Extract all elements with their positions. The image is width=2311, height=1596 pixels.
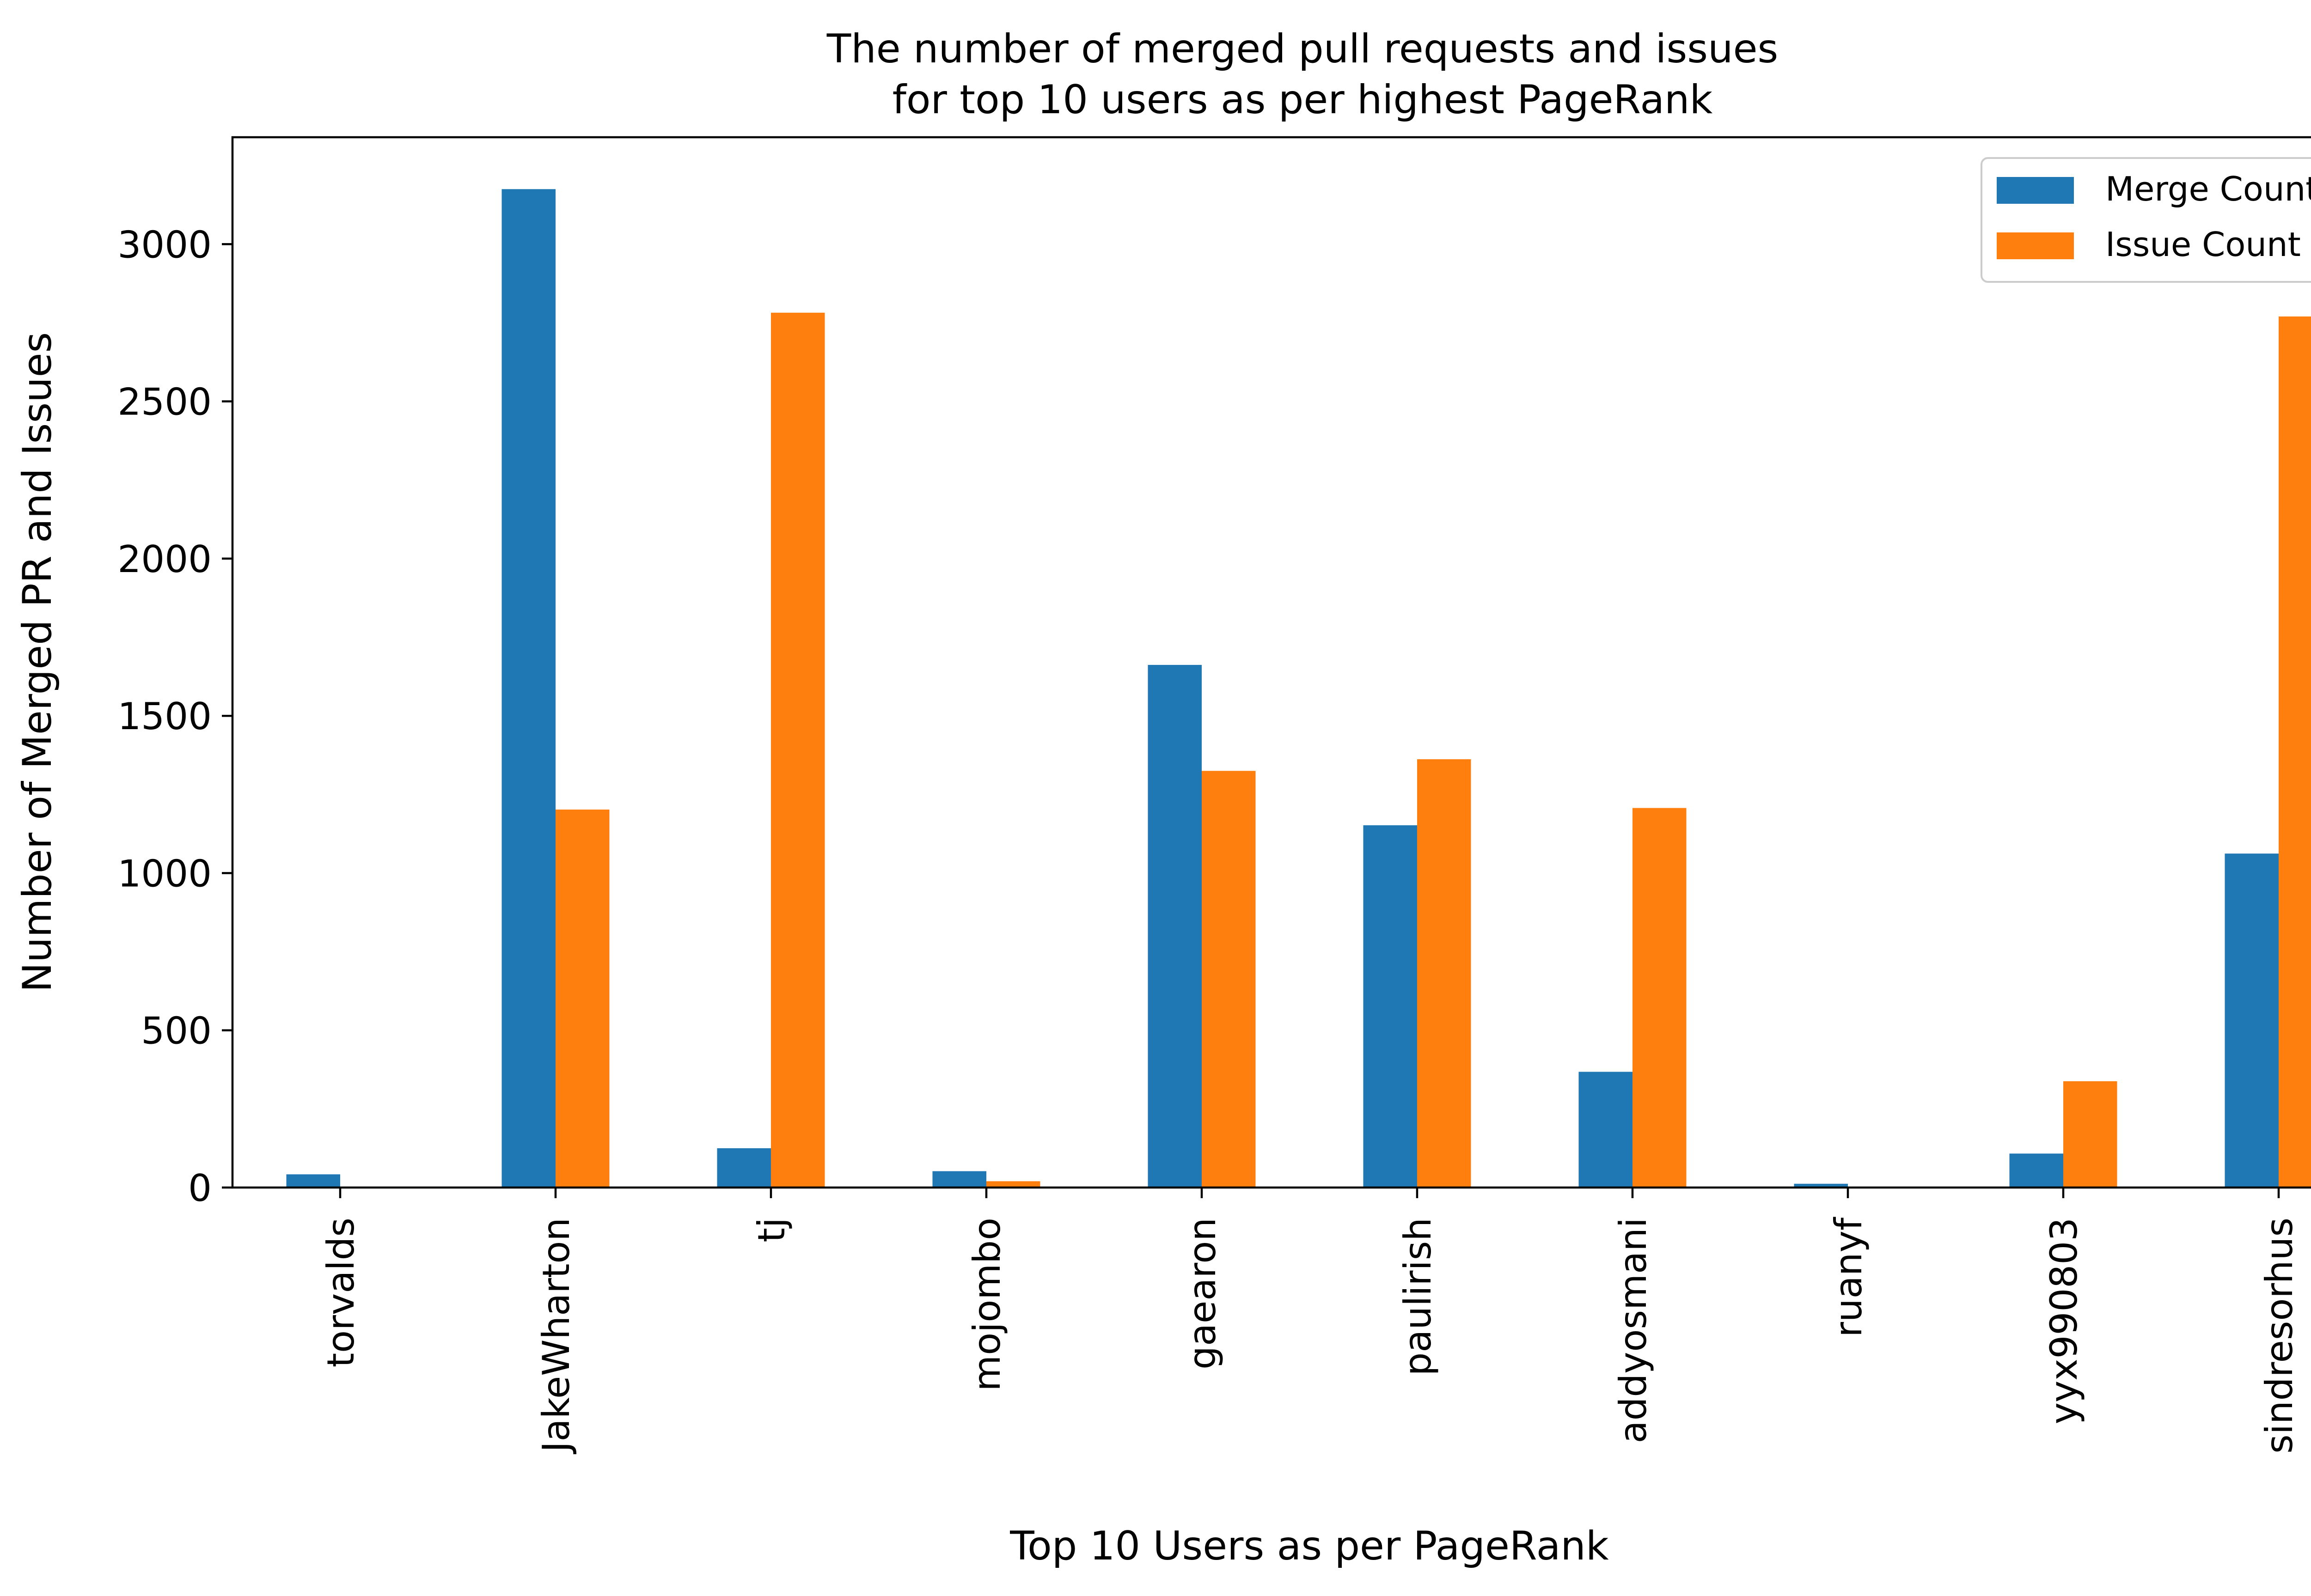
plot-area-frame bbox=[231, 136, 2311, 1189]
bar-merge-count-torvalds bbox=[286, 1174, 340, 1188]
x-tick-label-tj: tj bbox=[750, 1218, 793, 1243]
y-tick-label-500: 500 bbox=[141, 1010, 212, 1053]
y-axis-label: Number of Merged PR and Issues bbox=[14, 332, 61, 993]
bar-issue-count-JakeWharton bbox=[556, 809, 610, 1188]
x-tick-label-mojombo: mojombo bbox=[966, 1218, 1009, 1391]
x-tick-label-gaearon: gaearon bbox=[1181, 1218, 1224, 1370]
x-tick-label-yyx990803: yyx990803 bbox=[2042, 1218, 2085, 1424]
chart-title-line-2: for top 10 users as per highest PageRank bbox=[893, 77, 1713, 123]
bar-issue-count-paulirish bbox=[1417, 759, 1471, 1188]
bar-merge-count-addyosmani bbox=[1578, 1072, 1632, 1188]
y-tick-label-0: 0 bbox=[188, 1167, 212, 1210]
x-tick-label-torvalds: torvalds bbox=[319, 1218, 362, 1367]
bar-issue-count-gaearon bbox=[1202, 771, 1256, 1188]
bar-issue-count-tj bbox=[771, 312, 825, 1188]
bar-issue-count-sindresorhus bbox=[2279, 316, 2311, 1188]
bars-layer bbox=[286, 189, 2311, 1188]
x-tick-label-ruanyf: ruanyf bbox=[1827, 1217, 1870, 1337]
x-tick-label-addyosmani: addyosmani bbox=[1612, 1218, 1655, 1443]
y-tick-label-2000: 2000 bbox=[117, 538, 212, 581]
x-tick-label-sindresorhus: sindresorhus bbox=[2258, 1218, 2301, 1454]
bar-merge-count-yyx990803 bbox=[2009, 1153, 2063, 1188]
chart-title-line-1: The number of merged pull requests and i… bbox=[826, 26, 1779, 72]
y-tick-label-1000: 1000 bbox=[117, 852, 212, 895]
x-axis-label: Top 10 Users as per PageRank bbox=[1009, 1523, 1609, 1569]
bar-merge-count-tj bbox=[717, 1148, 771, 1188]
bar-merge-count-ruanyf bbox=[1794, 1183, 1848, 1188]
bar-merge-count-mojombo bbox=[932, 1171, 986, 1188]
bar-merge-count-sindresorhus bbox=[2225, 853, 2279, 1188]
legend-swatch-issue-count bbox=[1997, 232, 2074, 259]
x-tick-label-paulirish: paulirish bbox=[1396, 1218, 1439, 1376]
legend-swatch-merge-count bbox=[1997, 177, 2074, 204]
bar-merge-count-gaearon bbox=[1148, 664, 1202, 1188]
x-axis-ticks: torvalds JakeWharton tj mojombo gaearon pauli… bbox=[319, 1188, 2301, 1455]
y-axis-ticks: 0 500 1000 1500 2000 2500 3000 bbox=[117, 223, 232, 1210]
y-tick-label-3000: 3000 bbox=[117, 223, 212, 266]
x-tick-label-JakeWharton: JakeWharton bbox=[535, 1218, 578, 1455]
legend-label-issue-count: Issue Count bbox=[2105, 225, 2301, 264]
bar-merge-count-JakeWharton bbox=[501, 189, 556, 1188]
legend: Merge Count Issue Count bbox=[1981, 157, 2311, 283]
legend-label-merge-count: Merge Count bbox=[2105, 170, 2311, 208]
bar-merge-count-paulirish bbox=[1363, 825, 1417, 1188]
bar-issue-count-yyx990803 bbox=[2063, 1081, 2117, 1188]
chart-title: The number of merged pull requests and i… bbox=[826, 26, 1779, 123]
bar-issue-count-addyosmani bbox=[1632, 808, 1687, 1188]
bar-issue-count-mojombo bbox=[986, 1181, 1040, 1188]
y-tick-label-2500: 2500 bbox=[117, 381, 212, 424]
y-tick-label-1500: 1500 bbox=[117, 695, 212, 738]
